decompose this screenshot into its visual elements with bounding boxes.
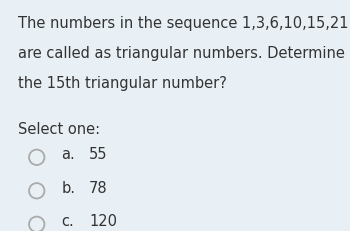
Text: The numbers in the sequence 1,3,6,10,15,21...: The numbers in the sequence 1,3,6,10,15,… xyxy=(18,16,350,31)
Text: the 15th triangular number?: the 15th triangular number? xyxy=(18,76,226,91)
Text: Select one:: Select one: xyxy=(18,122,100,137)
Text: 55: 55 xyxy=(89,147,108,162)
Text: 78: 78 xyxy=(89,181,108,196)
Text: b.: b. xyxy=(61,181,75,196)
Text: a.: a. xyxy=(61,147,75,162)
Text: 120: 120 xyxy=(89,214,117,229)
Text: are called as triangular numbers. Determine: are called as triangular numbers. Determ… xyxy=(18,46,344,61)
Text: c.: c. xyxy=(61,214,74,229)
